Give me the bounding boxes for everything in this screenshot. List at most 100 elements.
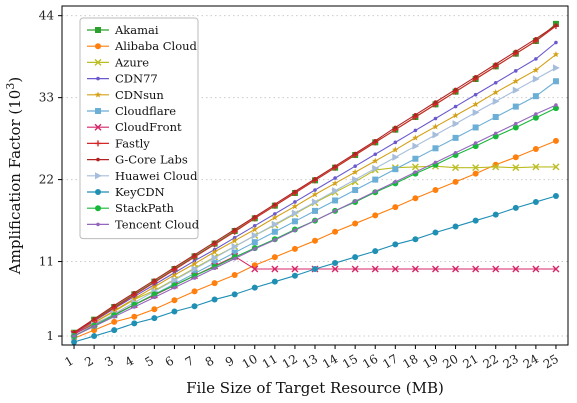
- legend-swatch-marker: [95, 172, 102, 180]
- legend-swatch-marker: [94, 91, 102, 98]
- data-point-cloudflare: [231, 249, 238, 256]
- data-point-cloudfront: [552, 265, 560, 273]
- data-point-tencent-cloud: [72, 334, 76, 338]
- legend-swatch-marker: [94, 123, 102, 131]
- data-point-keycdn: [312, 266, 318, 273]
- data-point-huawei-cloud: [312, 198, 319, 206]
- data-point-cloudflare: [412, 155, 419, 162]
- data-point-cloudfront: [492, 265, 500, 273]
- legend-swatch-marker: [96, 222, 100, 227]
- data-point-alibaba-cloud: [392, 204, 399, 211]
- data-point-tencent-cloud: [273, 238, 277, 242]
- x-tick-label: 17: [380, 352, 400, 372]
- data-point-keycdn: [332, 260, 339, 267]
- data-point-cdnsun: [291, 203, 299, 210]
- series-lines: [70, 20, 560, 346]
- data-point-keycdn: [532, 198, 539, 205]
- legend-swatch-marker: [96, 76, 100, 81]
- legend-swatch-marker: [95, 27, 101, 33]
- data-point-cloudfront: [271, 265, 279, 273]
- series-tencent-cloud: [72, 103, 558, 338]
- data-point-keycdn: [452, 223, 459, 230]
- data-point-tencent-cloud: [112, 314, 117, 319]
- data-point-huawei-cloud: [171, 276, 179, 284]
- data-point-keycdn: [492, 211, 499, 218]
- data-point-alibaba-cloud: [512, 154, 519, 161]
- data-point-tencent-cloud: [232, 256, 237, 261]
- x-tick-label: 18: [400, 352, 420, 372]
- x-tick-label: 12: [280, 352, 300, 372]
- data-point-cloudflare: [392, 166, 399, 173]
- data-point-huawei-cloud: [332, 187, 339, 195]
- y-tick-label: 22: [39, 173, 54, 187]
- data-point-huawei-cloud: [191, 265, 199, 273]
- data-point-alibaba-cloud: [352, 220, 359, 227]
- data-point-g-core-labs: [393, 125, 398, 130]
- data-point-g-core-labs: [232, 227, 237, 232]
- series-keycdn: [71, 192, 559, 346]
- y-tick-label: 1: [46, 329, 54, 343]
- data-point-huawei-cloud: [432, 131, 440, 139]
- data-point-g-core-labs: [192, 253, 197, 257]
- data-point-tencent-cloud: [333, 209, 337, 213]
- legend-item-cloudfront: CloudFront: [87, 120, 182, 134]
- x-tick-label: 2: [82, 354, 96, 370]
- data-point-cloudflare: [452, 134, 459, 141]
- data-point-cloudfront: [371, 265, 379, 273]
- data-point-tencent-cloud: [433, 160, 438, 165]
- data-point-huawei-cloud: [492, 97, 500, 105]
- data-point-alibaba-cloud: [211, 280, 218, 287]
- legend-label: CloudFront: [115, 120, 182, 134]
- data-point-huawei-cloud: [231, 243, 239, 251]
- data-point-cdnsun: [392, 146, 399, 153]
- data-point-alibaba-cloud: [432, 187, 439, 194]
- legend-swatch-marker: [96, 157, 100, 162]
- data-point-keycdn: [191, 303, 198, 310]
- data-point-huawei-cloud: [392, 153, 400, 161]
- data-point-tencent-cloud: [534, 112, 538, 116]
- x-tick-label: 14: [320, 351, 341, 371]
- data-point-tencent-cloud: [212, 266, 217, 271]
- data-point-huawei-cloud: [512, 86, 520, 94]
- data-point-keycdn: [231, 291, 238, 298]
- data-point-cloudflare: [552, 78, 559, 85]
- data-point-g-core-labs: [513, 49, 518, 54]
- data-point-cdn77: [273, 212, 277, 216]
- data-point-cdnsun: [131, 295, 138, 302]
- legend-label: CDN77: [115, 72, 158, 86]
- y-tick-label: 11: [39, 255, 54, 269]
- data-point-huawei-cloud: [352, 175, 359, 184]
- data-point-alibaba-cloud: [111, 318, 118, 325]
- data-point-cdn77: [534, 57, 538, 61]
- data-point-cloudflare: [352, 187, 359, 194]
- data-point-cdnsun: [512, 77, 520, 84]
- data-point-huawei-cloud: [552, 64, 560, 72]
- data-point-keycdn: [211, 296, 218, 303]
- data-point-alibaba-cloud: [171, 297, 178, 304]
- y-axis-label-close: ): [6, 77, 24, 83]
- data-point-cdnsun: [231, 237, 238, 244]
- data-point-cdnsun: [492, 89, 499, 96]
- legend-item-fastly: Fastly: [87, 136, 150, 150]
- data-point-g-core-labs: [453, 87, 458, 92]
- data-point-huawei-cloud: [412, 142, 420, 150]
- legend-item-keycdn: KeyCDN: [87, 185, 165, 199]
- data-point-cdn77: [554, 40, 558, 45]
- data-point-tencent-cloud: [493, 131, 498, 136]
- legend-swatch-marker: [95, 205, 101, 212]
- data-point-cloudfront: [351, 265, 359, 273]
- data-point-tencent-cloud: [413, 170, 418, 174]
- data-point-cdnsun: [331, 179, 339, 187]
- data-point-stackpath: [492, 133, 499, 140]
- legend-item-stackpath: StackPath: [87, 201, 174, 215]
- data-point-alibaba-cloud: [412, 195, 419, 202]
- data-point-g-core-labs: [473, 74, 478, 79]
- data-point-cloudflare: [532, 93, 539, 100]
- data-point-g-core-labs: [413, 112, 418, 117]
- data-point-cdnsun: [432, 123, 439, 130]
- data-point-g-core-labs: [112, 303, 117, 308]
- data-point-cdnsun: [351, 168, 359, 175]
- data-point-cdn77: [433, 116, 438, 121]
- data-point-cloudflare: [291, 218, 298, 225]
- data-point-alibaba-cloud: [372, 212, 379, 219]
